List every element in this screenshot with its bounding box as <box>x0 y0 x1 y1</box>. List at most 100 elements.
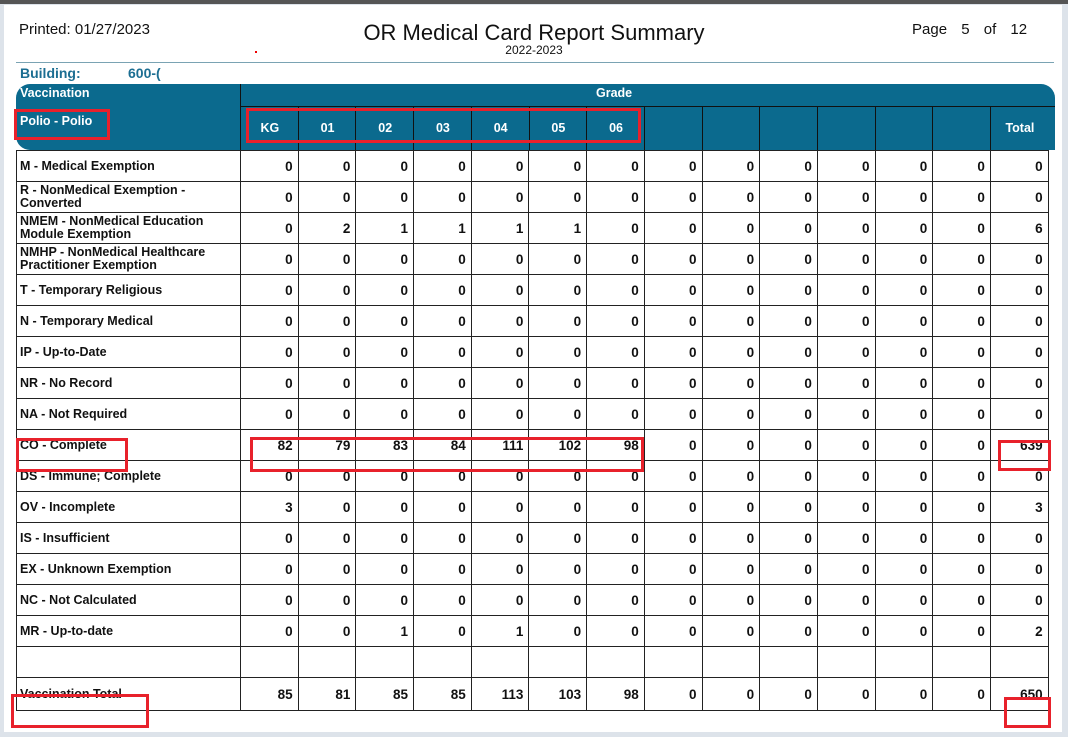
count-cell: 0 <box>413 584 472 616</box>
count-cell: 0 <box>874 336 934 368</box>
count-cell: 0 <box>413 274 472 306</box>
count-cell: 0 <box>701 150 761 182</box>
row-label: CO - Complete <box>16 429 241 461</box>
count-cell: 0 <box>470 150 530 182</box>
count-cell: 0 <box>413 553 472 585</box>
count-cell: 0 <box>297 150 357 182</box>
count-cell: 0 <box>701 615 761 647</box>
count-cell: 0 <box>759 615 818 647</box>
count-cell: 0 <box>932 398 991 430</box>
count-cell: 0 <box>701 181 761 213</box>
count-cell: 0 <box>240 522 299 554</box>
count-cell: 98 <box>586 429 645 461</box>
count-cell: 0 <box>874 677 934 711</box>
count-cell: 0 <box>470 181 530 213</box>
count-cell: 0 <box>759 522 818 554</box>
count-cell: 0 <box>701 460 761 492</box>
count-cell: 0 <box>240 615 299 647</box>
count-cell: 0 <box>355 460 415 492</box>
count-cell: 0 <box>413 150 472 182</box>
count-cell: 0 <box>932 460 991 492</box>
count-cell: 0 <box>816 491 876 523</box>
count-cell: 0 <box>874 615 934 647</box>
count-cell: 0 <box>816 336 876 368</box>
count-cell: 0 <box>932 615 991 647</box>
count-cell: 0 <box>932 429 991 461</box>
count-cell: 0 <box>470 553 530 585</box>
count-cell: 0 <box>874 522 934 554</box>
count-cell: 0 <box>759 150 818 182</box>
count-cell: 0 <box>528 584 588 616</box>
count-cell: 0 <box>932 150 991 182</box>
building-value: 600-( <box>128 65 161 81</box>
count-cell: 0 <box>297 553 357 585</box>
count-cell: 1 <box>355 615 415 647</box>
count-cell: 0 <box>355 553 415 585</box>
count-cell: 0 <box>643 150 703 182</box>
count-cell: 0 <box>240 150 299 182</box>
table-row: T - Temporary Religious 0 0 0 0 0 0 0 0 0 0 0 0 0 0 <box>16 274 1049 306</box>
count-cell: 0 <box>874 491 934 523</box>
row-label: T - Temporary Religious <box>16 274 241 306</box>
building-label: Building: <box>20 65 81 81</box>
table-row: IS - Insufficient 0 0 0 0 0 0 0 0 0 0 0 0 0 0 <box>16 522 1049 554</box>
count-cell: 0 <box>701 398 761 430</box>
count-cell: 0 <box>816 553 876 585</box>
count-cell: 0 <box>701 584 761 616</box>
table-row: OV - Incomplete 3 0 0 0 0 0 0 0 0 0 0 0 0 3 <box>16 491 1049 523</box>
count-cell: 0 <box>413 181 472 213</box>
count-cell: 1 <box>528 212 588 244</box>
grade-column-header <box>817 106 876 150</box>
count-cell: 81 <box>297 677 357 711</box>
count-cell: 0 <box>759 181 818 213</box>
count-cell: 0 <box>643 522 703 554</box>
count-cell: 0 <box>586 274 645 306</box>
count-cell <box>355 646 415 678</box>
count-cell: 0 <box>586 181 645 213</box>
count-cell: 0 <box>932 553 991 585</box>
count-cell: 0 <box>413 398 472 430</box>
report-subtitle: 2022-2023 <box>505 43 563 57</box>
grade-heading: Grade <box>596 86 633 100</box>
count-cell: 0 <box>355 181 415 213</box>
row-label: NMEM - NonMedical Education Module Exemp… <box>16 212 241 244</box>
row-label: EX - Unknown Exemption <box>16 553 241 585</box>
row-total-cell: 0 <box>989 367 1049 399</box>
count-cell: 0 <box>759 677 818 711</box>
count-cell: 0 <box>413 460 472 492</box>
count-cell: 0 <box>932 677 991 711</box>
count-cell: 82 <box>240 429 299 461</box>
table-row: R - NonMedical Exemption - Converted 0 0 0 0… <box>16 181 1049 213</box>
grade-column-header <box>759 106 818 150</box>
count-cell: 0 <box>643 367 703 399</box>
count-cell: 0 <box>874 460 934 492</box>
count-cell: 0 <box>643 553 703 585</box>
count-cell: 0 <box>413 367 472 399</box>
count-cell: 0 <box>874 212 934 244</box>
count-cell: 0 <box>643 336 703 368</box>
count-cell: 0 <box>470 584 530 616</box>
count-cell: 0 <box>297 367 357 399</box>
row-total-cell: 2 <box>989 615 1049 647</box>
count-cell: 0 <box>528 367 588 399</box>
count-cell: 0 <box>816 181 876 213</box>
count-cell: 0 <box>932 305 991 337</box>
count-cell: 0 <box>643 181 703 213</box>
count-cell: 0 <box>297 460 357 492</box>
table-row: M - Medical Exemption 0 0 0 0 0 0 0 0 0 0 0 0 0 0 <box>16 150 1049 182</box>
count-cell: 0 <box>470 274 530 306</box>
count-cell: 0 <box>816 460 876 492</box>
count-cell: 0 <box>297 336 357 368</box>
count-cell <box>874 646 934 678</box>
count-cell: 0 <box>643 584 703 616</box>
row-total-cell: 0 <box>989 336 1049 368</box>
row-total-cell: 0 <box>989 522 1049 554</box>
count-cell: 1 <box>470 615 530 647</box>
count-cell: 0 <box>932 243 991 275</box>
count-cell: 0 <box>586 336 645 368</box>
count-cell: 0 <box>297 615 357 647</box>
page-current: 5 <box>961 21 970 38</box>
count-cell: 0 <box>470 336 530 368</box>
count-cell: 0 <box>413 522 472 554</box>
page-label: Page <box>912 21 948 38</box>
